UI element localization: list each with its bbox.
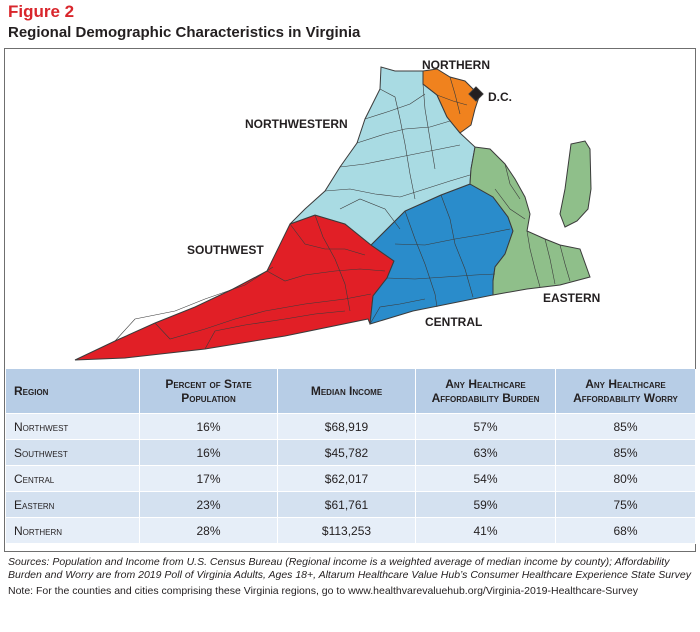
table-row: Central 17% $62,017 54% 80% — [5, 465, 696, 492]
figure-title: Regional Demographic Characteristics in … — [8, 24, 361, 41]
cell-burden: 54% — [415, 465, 556, 492]
cell-percent: 28% — [139, 517, 278, 544]
cell-region: Central — [5, 465, 140, 492]
cell-region: Northwest — [5, 413, 140, 440]
figure-label: Figure 2 — [8, 2, 75, 21]
table-header-row: Region Percent of State Population Media… — [5, 369, 696, 414]
table-row: Northern 28% $113,253 41% 68% — [5, 517, 696, 544]
cell-worry: 85% — [555, 413, 696, 440]
cell-region: Northern — [5, 517, 140, 544]
label-southwest: SOUTHWEST — [187, 243, 264, 257]
label-central: CENTRAL — [425, 315, 482, 329]
cell-income: $45,782 — [277, 439, 416, 466]
label-dc: D.C. — [488, 90, 512, 104]
region-southwest — [74, 214, 395, 361]
label-northern: NORTHERN — [422, 58, 490, 72]
cell-burden: 57% — [415, 413, 556, 440]
region-dc — [468, 86, 484, 102]
table-row: Northwest 16% $68,919 57% 85% — [5, 413, 696, 440]
virginia-region-map: NORTHERN D.C. NORTHWESTERN SOUTHWEST CEN… — [74, 58, 600, 361]
label-northwestern: NORTHWESTERN — [245, 117, 348, 131]
cell-burden: 59% — [415, 491, 556, 518]
sources-note: Sources: Population and Income from U.S.… — [8, 556, 691, 581]
header-burden: Any Healthcare Affordability Burden — [415, 369, 556, 414]
figure-frame — [4, 48, 696, 552]
cell-region: Southwest — [5, 439, 140, 466]
cell-worry: 85% — [555, 439, 696, 466]
cell-income: $68,919 — [277, 413, 416, 440]
cell-burden: 63% — [415, 439, 556, 466]
header-income: Median Income — [277, 369, 416, 414]
figure-notes: Sources: Population and Income from U.S.… — [8, 556, 692, 598]
cell-region: Eastern — [5, 491, 140, 518]
table-row: Eastern 23% $61,761 59% 75% — [5, 491, 696, 518]
header-worry: Any Healthcare Affordability Worry — [555, 369, 696, 414]
cell-percent: 17% — [139, 465, 278, 492]
header-percent: Percent of State Population — [139, 369, 278, 414]
regions-link-note: Note: For the counties and cities compri… — [8, 585, 638, 597]
cell-percent: 16% — [139, 439, 278, 466]
cell-income: $62,017 — [277, 465, 416, 492]
cell-worry: 68% — [555, 517, 696, 544]
county-lines — [114, 76, 571, 350]
cell-income: $113,253 — [277, 517, 416, 544]
cell-worry: 80% — [555, 465, 696, 492]
cell-income: $61,761 — [277, 491, 416, 518]
demographics-table: Region Percent of State Population Media… — [5, 369, 696, 544]
label-eastern: EASTERN — [543, 291, 600, 305]
cell-burden: 41% — [415, 517, 556, 544]
region-eastern-shore — [559, 140, 592, 228]
cell-percent: 23% — [139, 491, 278, 518]
header-region: Region — [5, 369, 140, 414]
cell-percent: 16% — [139, 413, 278, 440]
cell-worry: 75% — [555, 491, 696, 518]
region-eastern — [469, 146, 591, 296]
table-row: Southwest 16% $45,782 63% 85% — [5, 439, 696, 466]
